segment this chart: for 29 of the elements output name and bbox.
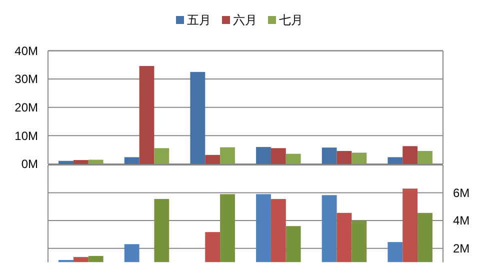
- bar: [256, 147, 271, 164]
- bar: [220, 147, 235, 164]
- bar: [190, 72, 206, 164]
- y-tick-label: 6M: [453, 186, 470, 200]
- y-tick-label: 30M: [14, 72, 38, 86]
- bar: [388, 157, 403, 164]
- bar: [88, 160, 104, 164]
- y-tick-label: 40M: [14, 44, 38, 58]
- bar: [286, 154, 301, 164]
- bar: [336, 150, 352, 164]
- bar: [73, 160, 88, 164]
- y-tick-label: 10M: [14, 128, 38, 143]
- bar: [352, 152, 367, 164]
- bar: [322, 148, 337, 164]
- bar: [139, 66, 154, 164]
- bar: [402, 146, 418, 164]
- y-tick-label: 4M: [453, 214, 470, 228]
- y-tick-label: 20M: [14, 100, 38, 115]
- legend-label: 七月: [279, 13, 303, 28]
- bar: [124, 157, 140, 164]
- bar: [205, 154, 220, 164]
- bar: [270, 148, 286, 164]
- bar: [154, 148, 170, 164]
- y-tick-label: 0M: [21, 157, 38, 172]
- legend-label: 五月: [187, 13, 211, 28]
- bar: [58, 160, 74, 164]
- bar: [418, 150, 432, 164]
- y-tick-label: 2M: [453, 242, 470, 256]
- legend-label: 六月: [233, 13, 257, 28]
